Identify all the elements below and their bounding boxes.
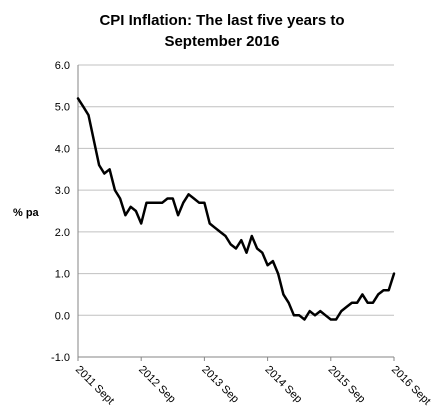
y-tick-label: 2.0	[55, 227, 70, 239]
x-tick-label: 2015 Sep	[326, 364, 368, 406]
x-axis-tick-labels: 2011 Sept 2012 Sep 2013 Sep 2014 Sep 2015 Se…	[73, 357, 433, 408]
cpi-inflation-series-line	[76, 97, 396, 321]
chart-title-line-1: CPI Inflation: The last five years to	[99, 12, 344, 29]
y-tick-label: 0.0	[55, 310, 70, 322]
x-tick-label: 2013 Sep	[199, 364, 241, 406]
x-tick-label: 2014 Sep	[262, 364, 304, 406]
y-tick-label: 4.0	[55, 143, 70, 155]
y-tick-label: 1.0	[55, 269, 70, 281]
y-tick-label: 3.0	[55, 185, 70, 197]
y-axis-label: % pa	[13, 207, 40, 219]
x-tick-label: 2012 Sep	[136, 364, 178, 406]
y-tick-label: -1.0	[51, 352, 70, 364]
x-tick-label: 2016 Sept	[389, 364, 433, 408]
y-tick-label: 5.0	[55, 102, 70, 114]
x-tick-label: 2011 Sept	[73, 364, 116, 407]
y-tick-label: 6.0	[55, 60, 70, 72]
gridlines	[77, 64, 394, 358]
chart-title-line-2: September 2016	[164, 33, 279, 50]
y-axis-tick-labels: 6.0 5.0 4.0 3.0 2.0 1.0 0.0 -1.0	[51, 60, 70, 364]
